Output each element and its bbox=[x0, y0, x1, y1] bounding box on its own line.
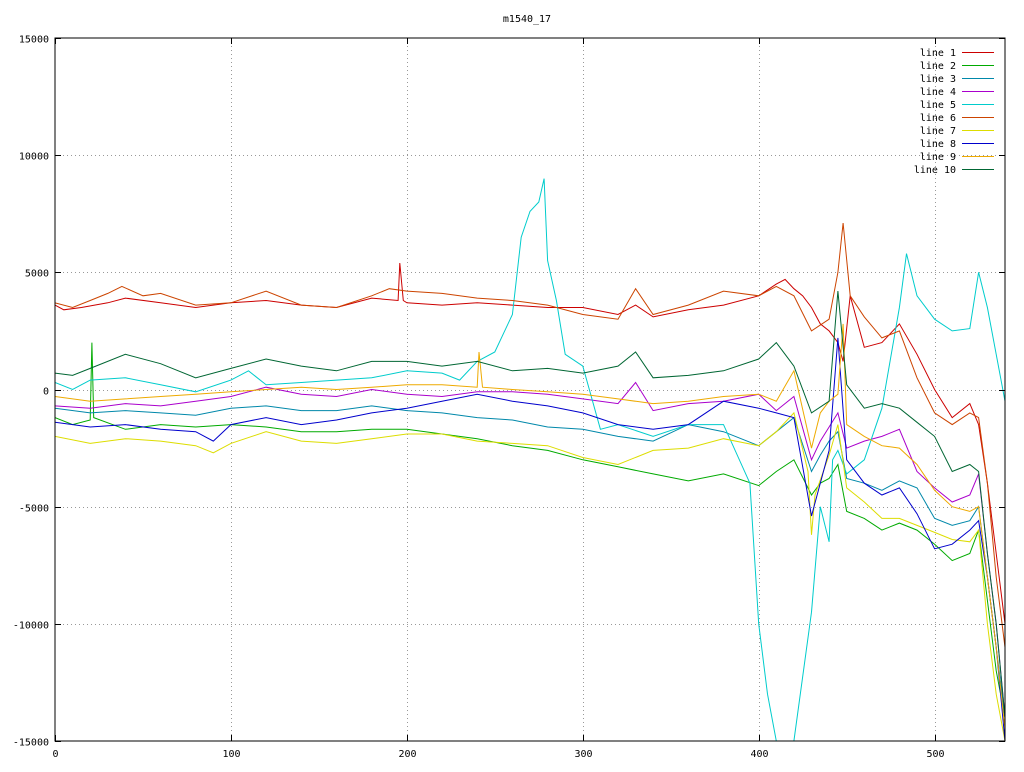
legend-label: line 10 bbox=[914, 165, 956, 176]
series-line-9 bbox=[55, 323, 1005, 730]
series-line-2 bbox=[55, 342, 1005, 718]
x-tick-label: 500 bbox=[926, 749, 944, 760]
series-lines bbox=[55, 178, 1005, 741]
y-tick-label: 0 bbox=[43, 387, 49, 398]
legend-label: line 3 bbox=[920, 74, 956, 85]
y-tick-label: 10000 bbox=[19, 152, 49, 163]
legend-label: line 4 bbox=[920, 87, 956, 98]
x-tick-label: 100 bbox=[222, 749, 240, 760]
series-line-4 bbox=[55, 381, 1005, 718]
x-tick-label: 0 bbox=[52, 749, 58, 760]
y-tick-label: -5000 bbox=[19, 504, 49, 515]
series-line-10 bbox=[55, 291, 1005, 718]
x-tick-label: 200 bbox=[398, 749, 416, 760]
y-tick-label: 15000 bbox=[19, 35, 49, 46]
legend-label: line 5 bbox=[920, 100, 956, 111]
x-tick-label: 400 bbox=[750, 749, 768, 760]
series-line-6 bbox=[55, 223, 1005, 648]
series-line-8 bbox=[55, 337, 1005, 741]
y-tick-label: -10000 bbox=[13, 621, 49, 632]
plot-frame bbox=[54, 37, 1006, 742]
legend-label: line 7 bbox=[920, 126, 956, 137]
y-tick-label: 5000 bbox=[25, 269, 49, 280]
chart-title: m1540_17 bbox=[503, 14, 551, 25]
legend-label: line 9 bbox=[920, 152, 956, 163]
series-line-1 bbox=[55, 262, 1005, 624]
x-tick-label: 300 bbox=[574, 749, 592, 760]
y-tick-label: -15000 bbox=[13, 738, 49, 749]
legend-label: line 1 bbox=[920, 48, 956, 59]
legend-label: line 2 bbox=[920, 61, 956, 72]
legend-label: line 8 bbox=[920, 139, 956, 150]
series-line-7 bbox=[55, 411, 1005, 741]
series-line-3 bbox=[55, 405, 1005, 718]
legend: line 1 line 2 line 3 line 4 line 5 line 6 line… bbox=[914, 48, 994, 176]
legend-label: line 6 bbox=[920, 113, 956, 124]
